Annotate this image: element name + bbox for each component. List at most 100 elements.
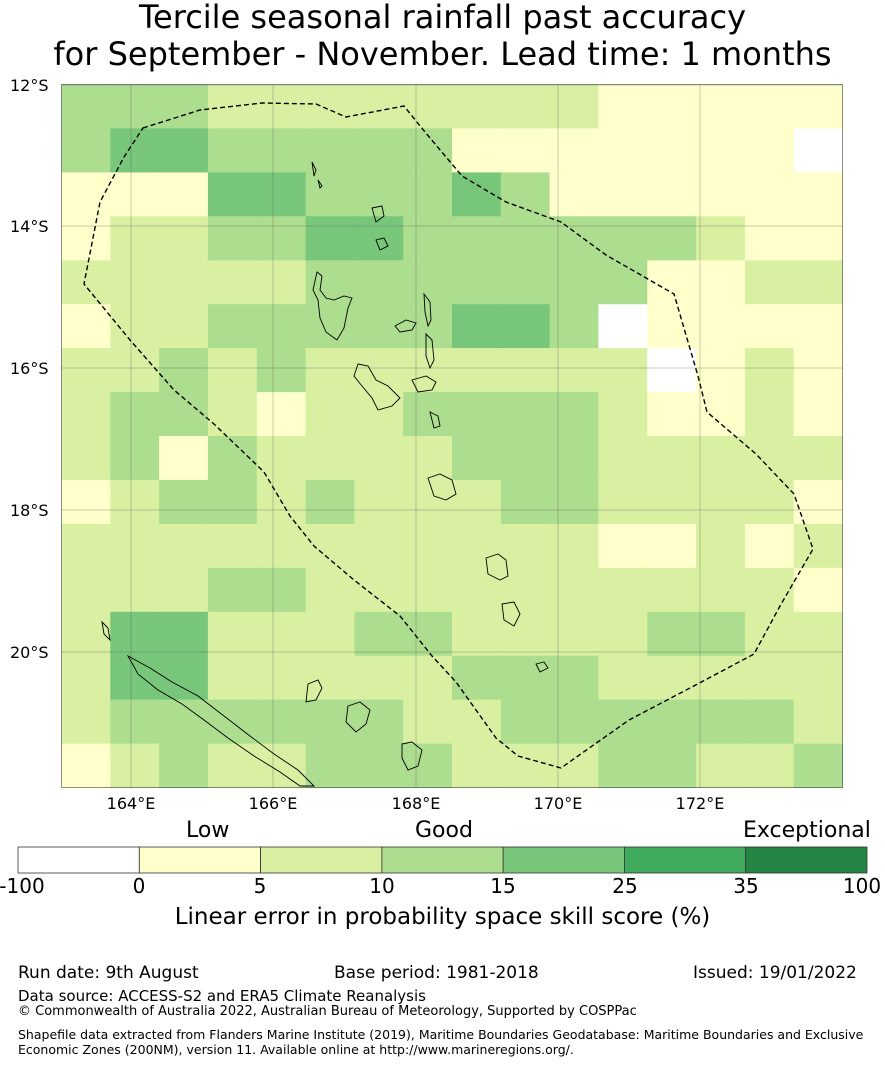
skill-cell bbox=[744, 260, 795, 305]
skill-cell bbox=[354, 567, 404, 613]
skill-cell bbox=[207, 567, 258, 613]
skill-cell bbox=[793, 655, 844, 701]
skill-cell bbox=[500, 348, 551, 393]
skill-cell bbox=[159, 84, 209, 129]
skill-cell bbox=[696, 699, 746, 745]
skill-cell bbox=[744, 436, 795, 481]
skill-cell bbox=[793, 611, 844, 657]
skill-cell bbox=[354, 348, 404, 393]
skill-cell bbox=[354, 523, 404, 569]
skill-cell bbox=[305, 260, 355, 305]
skill-cell bbox=[696, 84, 746, 129]
lat-label-16s: 16°S bbox=[10, 359, 49, 378]
island-banks-1 bbox=[371, 205, 385, 223]
skill-cell bbox=[793, 172, 844, 217]
skill-cell bbox=[598, 84, 648, 129]
skill-cell bbox=[500, 699, 551, 745]
skill-cell bbox=[256, 84, 307, 129]
skill-cell bbox=[647, 128, 697, 173]
skill-cell bbox=[452, 128, 502, 173]
skill-cell bbox=[159, 743, 209, 789]
skill-cell bbox=[500, 304, 551, 349]
skill-cell bbox=[549, 172, 599, 217]
skill-cell bbox=[793, 436, 844, 481]
skill-cell bbox=[403, 436, 453, 481]
skill-cell bbox=[110, 567, 160, 613]
colorbar-segment bbox=[502, 846, 625, 874]
skill-cell bbox=[256, 392, 307, 437]
skill-cell bbox=[549, 436, 599, 481]
skill-cell bbox=[598, 436, 648, 481]
skill-cell bbox=[403, 743, 453, 789]
skill-cell bbox=[793, 479, 844, 525]
skill-cell bbox=[256, 216, 307, 261]
skill-cell bbox=[744, 348, 795, 393]
skill-cell bbox=[500, 655, 551, 701]
island-mare bbox=[401, 741, 423, 771]
island-new-caledonia bbox=[126, 654, 316, 787]
skill-cell bbox=[500, 172, 551, 217]
skill-cell bbox=[110, 172, 160, 217]
skill-cell bbox=[452, 479, 502, 525]
skill-cell bbox=[549, 216, 599, 261]
skill-cell bbox=[403, 655, 453, 701]
skill-cell bbox=[256, 436, 307, 481]
skill-cell bbox=[256, 348, 307, 393]
skill-cell bbox=[207, 392, 258, 437]
copyright: © Commonwealth of Australia 2022, Austra… bbox=[18, 1004, 637, 1019]
skill-cell bbox=[403, 260, 453, 305]
skill-cell bbox=[403, 699, 453, 745]
skill-cell bbox=[354, 479, 404, 525]
island-aneityum bbox=[535, 661, 549, 673]
skill-cell bbox=[647, 304, 697, 349]
skill-cell bbox=[696, 611, 746, 657]
map-frame bbox=[61, 84, 843, 788]
skill-cell bbox=[744, 392, 795, 437]
skill-cell bbox=[354, 611, 404, 657]
island-maewo bbox=[423, 292, 432, 328]
skill-cell bbox=[598, 699, 648, 745]
skill-cell bbox=[354, 392, 404, 437]
skill-cell bbox=[549, 567, 599, 613]
skill-cell bbox=[61, 84, 111, 129]
skill-cell bbox=[61, 436, 111, 481]
island-banks-3 bbox=[311, 161, 317, 177]
skill-cell bbox=[354, 216, 404, 261]
skill-cell bbox=[598, 172, 648, 217]
skill-cell bbox=[744, 567, 795, 613]
skill-cell bbox=[207, 216, 258, 261]
skill-cell bbox=[256, 260, 307, 305]
island-ambae bbox=[394, 319, 417, 333]
skill-cell bbox=[159, 699, 209, 745]
skill-cell bbox=[647, 743, 697, 789]
lon-label-172e: 172°E bbox=[675, 794, 725, 813]
skill-cell bbox=[549, 655, 599, 701]
skill-cell bbox=[207, 611, 258, 657]
lon-label-164e: 164°E bbox=[106, 794, 156, 813]
shapefile-credit-line2: Economic Zones (200NM), version 11. Avai… bbox=[18, 1042, 574, 1057]
skill-cell bbox=[61, 260, 111, 305]
skill-cell bbox=[696, 436, 746, 481]
skill-cell bbox=[452, 523, 502, 569]
skill-cell bbox=[744, 479, 795, 525]
skill-cell bbox=[159, 392, 209, 437]
skill-cell bbox=[305, 84, 355, 129]
skill-cell bbox=[403, 392, 453, 437]
island-banks-2 bbox=[375, 237, 389, 251]
skill-cell bbox=[647, 392, 697, 437]
map-title-line2: for September - November. Lead time: 1 m… bbox=[53, 35, 832, 73]
skill-cell bbox=[500, 436, 551, 481]
skill-cell bbox=[403, 84, 453, 129]
skill-cell bbox=[500, 128, 551, 173]
cbar-tick-15: 15 bbox=[490, 874, 516, 898]
skill-cell bbox=[598, 348, 648, 393]
skill-cell bbox=[549, 304, 599, 349]
skill-cell bbox=[549, 611, 599, 657]
skill-cell bbox=[305, 304, 355, 349]
skill-cell bbox=[110, 655, 160, 701]
skill-cell bbox=[159, 216, 209, 261]
colorbar-segment bbox=[17, 846, 140, 874]
island-pentecost bbox=[425, 332, 435, 370]
skill-cell bbox=[647, 699, 697, 745]
colorbar-title: Linear error in probability space skill … bbox=[174, 904, 711, 930]
